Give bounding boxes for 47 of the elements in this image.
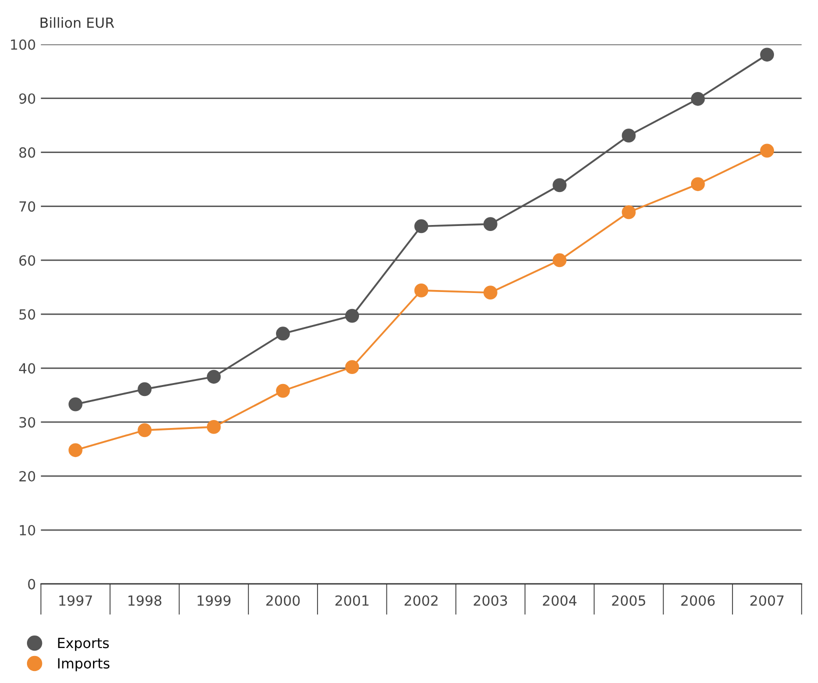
point bbox=[483, 286, 498, 300]
y-tick-label: 0 bbox=[28, 578, 36, 590]
y-tick-label: 70 bbox=[20, 201, 36, 212]
x-tick-label: 2007 bbox=[750, 595, 784, 606]
point bbox=[68, 397, 82, 412]
x-tick-label: 1997 bbox=[59, 595, 92, 606]
y-axis-title: Billion EUR bbox=[40, 17, 114, 28]
x-tick-label: 2002 bbox=[404, 595, 438, 606]
point bbox=[345, 308, 360, 323]
point bbox=[552, 253, 567, 268]
x-tick-label: 2000 bbox=[266, 595, 300, 606]
x-tick-label: 2004 bbox=[542, 595, 576, 606]
point bbox=[760, 144, 774, 158]
legend-label: Exports bbox=[58, 638, 109, 651]
x-tick-label: 1999 bbox=[198, 595, 230, 606]
point bbox=[138, 423, 152, 438]
y-tick-label: 30 bbox=[19, 417, 36, 428]
point bbox=[414, 219, 428, 234]
point bbox=[622, 128, 636, 143]
point bbox=[414, 283, 428, 298]
x-tick-label: 2006 bbox=[681, 595, 715, 606]
legend-label: Imports bbox=[58, 658, 110, 672]
point bbox=[760, 48, 774, 62]
x-tick-label: 2005 bbox=[612, 595, 646, 606]
y-tick-label: 90 bbox=[19, 93, 36, 104]
point bbox=[68, 443, 82, 458]
y-tick-label: 40 bbox=[19, 363, 36, 374]
point bbox=[622, 205, 636, 220]
y-tick-label: 10 bbox=[20, 524, 36, 536]
point bbox=[276, 384, 290, 398]
x-tick-label: 1998 bbox=[128, 595, 162, 606]
point bbox=[552, 178, 567, 192]
point bbox=[206, 370, 221, 384]
y-tick-label: 20 bbox=[19, 471, 36, 482]
y-tick-label: 60 bbox=[19, 255, 36, 266]
x-tick-label: 2001 bbox=[335, 595, 368, 606]
point bbox=[690, 92, 705, 106]
point bbox=[206, 420, 221, 434]
y-tick-label: 100 bbox=[11, 39, 36, 50]
point bbox=[276, 326, 290, 341]
point bbox=[483, 217, 498, 232]
point bbox=[345, 360, 360, 374]
y-tick-label: 80 bbox=[19, 147, 36, 158]
x-tick-label: 2003 bbox=[474, 595, 507, 606]
point bbox=[690, 177, 705, 192]
point bbox=[138, 382, 152, 396]
y-tick-label: 50 bbox=[19, 309, 36, 320]
